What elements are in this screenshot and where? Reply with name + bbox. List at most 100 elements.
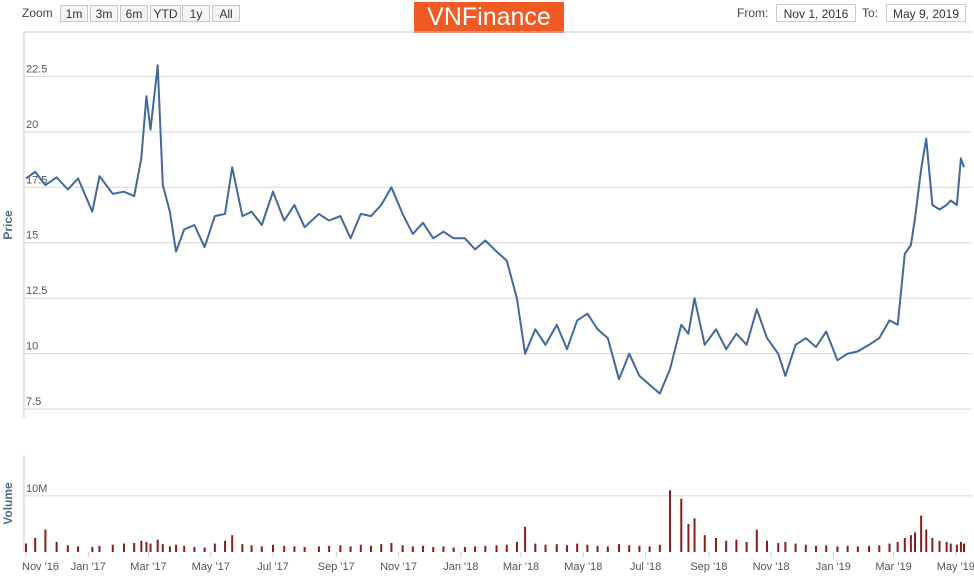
volume-bar [896, 541, 899, 552]
volume-bar [359, 544, 362, 552]
y-tick-label: 7.5 [26, 396, 41, 408]
volume-bar [111, 544, 114, 552]
volume-bar [638, 545, 641, 552]
y-axis-title: Volume [1, 482, 15, 525]
volume-bar [349, 546, 352, 552]
volume-bar [250, 545, 253, 552]
volume-bar [241, 544, 244, 552]
volume-bar [945, 541, 948, 552]
volume-bar [586, 544, 589, 552]
volume-bar [658, 544, 661, 552]
volume-bar [432, 546, 435, 552]
volume-bar [401, 545, 404, 552]
from-input[interactable]: Nov 1, 2016 [776, 4, 856, 22]
volume-bar [44, 529, 47, 552]
volume-bar [755, 529, 758, 552]
volume-bar [293, 546, 296, 552]
price-line [25, 64, 965, 395]
volume-bar [140, 540, 143, 552]
volume-bar [317, 546, 320, 552]
volume-bar [903, 537, 906, 552]
volume-bar [596, 545, 599, 552]
y-tick-label: 17.5 [26, 174, 47, 186]
volume-bar [98, 545, 101, 552]
volume-bar [213, 543, 216, 552]
volume-bar [145, 541, 148, 552]
volume-bar [825, 545, 828, 552]
volume-bar [804, 544, 807, 552]
zoom-button[interactable]: YTD [150, 5, 181, 22]
x-tick-label: May '19 [937, 561, 974, 573]
volume-bar [442, 546, 445, 552]
volume-bar [909, 535, 912, 552]
volume-bar [303, 546, 306, 552]
volume-bar [422, 545, 425, 552]
volume-bar [380, 544, 383, 552]
volume-bar [920, 515, 923, 552]
y-tick-label: 10 [26, 341, 38, 353]
volume-bar [555, 544, 558, 552]
x-tick-label: Nov '17 [380, 561, 417, 573]
volume-bar [272, 544, 275, 552]
volume-bar [505, 544, 508, 552]
volume-bar [949, 543, 952, 552]
volume-bar [161, 544, 164, 552]
zoom-button[interactable]: 6m [120, 5, 148, 22]
volume-bar [888, 543, 891, 552]
zoom-button[interactable]: 3m [90, 5, 118, 22]
y-tick-label: 10M [26, 483, 47, 495]
to-input[interactable]: May 9, 2019 [886, 4, 966, 22]
logo: VNFinance [414, 2, 564, 33]
zoom-button[interactable]: All [212, 5, 240, 22]
x-tick-label: Sep '18 [690, 561, 727, 573]
x-tick-label: Jul '17 [257, 561, 288, 573]
volume-bar [25, 543, 27, 552]
y-tick-label: 20 [26, 119, 38, 131]
volume-bar [565, 545, 568, 552]
volume-bar [955, 544, 958, 552]
y-tick-label: 12.5 [26, 285, 47, 297]
volume-bar [203, 547, 206, 552]
volume-bar [959, 541, 962, 552]
y-tick-label: 15 [26, 230, 38, 242]
x-tick-label: Sep '17 [318, 561, 355, 573]
volume-bar [66, 545, 69, 552]
volume-bar [687, 523, 690, 552]
volume-bar [714, 537, 717, 552]
volume-bar [283, 545, 286, 552]
volume-bar [963, 543, 965, 552]
volume-bar [34, 537, 37, 552]
x-tick-label: Nov '18 [753, 561, 790, 573]
volume-bar [515, 541, 518, 552]
volume-bar [856, 546, 859, 552]
x-tick-label: Mar '19 [875, 561, 911, 573]
y-tick-label: 22.5 [26, 63, 47, 75]
zoom-button[interactable]: 1y [182, 5, 210, 22]
volume-bar [725, 540, 728, 552]
zoom-label: Zoom [22, 6, 53, 20]
volume-bar [149, 543, 152, 552]
x-tick-label: Nov '16 [22, 561, 59, 573]
volume-bar [703, 535, 706, 552]
volume-bar [534, 543, 537, 552]
volume-bar [390, 543, 393, 552]
zoom-button[interactable]: 1m [60, 5, 88, 22]
volume-bar [175, 544, 178, 552]
volume-bar [55, 541, 58, 552]
from-label: From: [737, 6, 769, 20]
volume-bar [224, 540, 227, 552]
volume-bar [463, 546, 466, 552]
volume-bar [495, 545, 498, 552]
volume-bar [680, 498, 683, 552]
volume-bar [836, 546, 839, 552]
volume-bar [938, 540, 941, 552]
volume-bar [77, 546, 80, 552]
volume-bar [815, 545, 818, 552]
volume-bar [91, 546, 94, 552]
volume-bar [369, 545, 372, 552]
volume-bar [328, 545, 331, 552]
volume-bar [745, 541, 748, 552]
volume-bar [544, 544, 547, 552]
